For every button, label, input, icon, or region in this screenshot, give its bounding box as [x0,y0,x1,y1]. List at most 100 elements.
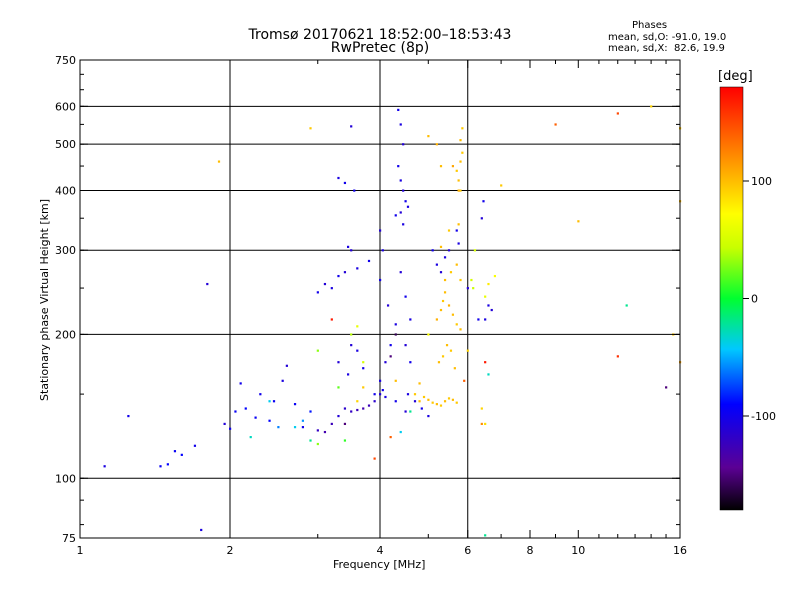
data-point [402,189,405,192]
data-point [337,361,340,364]
data-point [397,108,400,112]
data-point [337,274,340,278]
y-tick-label: 500 [55,138,76,151]
data-point [461,151,464,154]
data-point [455,323,458,326]
data-point [399,179,402,182]
data-point [427,398,430,401]
data-point [457,179,460,182]
data-point [487,373,490,376]
data-point [367,259,371,263]
phases-label: Phases [632,20,668,31]
data-point [451,398,455,401]
data-point [373,457,376,460]
phases-x-stats: mean, sd,X: 82.6, 19.9 [608,43,725,54]
data-point [259,393,262,396]
data-point [457,223,460,226]
data-point [487,304,490,307]
data-point [343,422,347,426]
x-tick-label: 2 [227,544,234,557]
data-point [277,426,280,429]
data-point [418,382,421,385]
data-point [330,287,333,290]
data-point [346,245,350,248]
data-point [457,189,460,192]
chart-title: Tromsø 20170621 18:52:00–18:53:43 [248,27,512,43]
data-point [461,127,464,130]
gridlines [80,60,680,538]
data-point [625,304,628,307]
data-point [394,323,397,326]
data-point [441,299,445,303]
data-point [268,400,271,403]
data-point [577,220,580,223]
data-point [455,229,458,232]
data-point [281,379,284,382]
data-point [229,427,232,430]
data-point [330,318,333,321]
data-point [404,200,407,203]
data-point [346,373,350,376]
data-point [356,349,359,352]
data-point [427,414,430,418]
data-point [437,361,441,364]
scatter-points [103,105,682,537]
data-point [427,135,430,138]
data-point [487,282,490,286]
data-point [443,256,447,259]
data-point [249,435,252,439]
colorbar-label: [deg] [718,69,753,84]
data-point [413,393,417,396]
x-tick-label: 4 [377,544,384,557]
data-point [463,379,466,382]
data-point [356,400,359,403]
data-point [459,139,462,142]
data-point [453,367,456,370]
data-point [379,278,382,282]
data-point [166,463,169,466]
data-point [350,344,353,347]
data-point [484,318,487,321]
data-point [343,271,347,274]
data-point [239,382,242,385]
data-point [439,245,443,248]
data-point [449,349,453,352]
data-point [500,184,503,187]
data-point [466,349,469,352]
data-point [422,395,426,399]
data-point [343,181,347,185]
y-tick-label: 100 [55,472,76,485]
y-axis-label: Stationary phase Virtual Height [km] [38,199,51,401]
data-point [431,401,434,404]
data-point [394,400,397,403]
data-point [217,160,221,163]
data-point [180,453,183,456]
data-point [480,422,483,426]
data-point [293,426,297,429]
data-point [323,282,327,286]
x-tick-label: 8 [527,544,534,557]
data-point [413,400,417,403]
data-point [200,528,203,532]
x-tick-label: 10 [571,544,585,557]
data-point [443,400,447,403]
data-point [399,271,402,274]
data-point [616,112,619,115]
data-point [404,295,407,298]
data-point [399,123,402,126]
colorbar-ticks: 100 0 -100 [743,175,776,423]
data-point [362,386,365,389]
data-point [490,308,493,312]
data-point [330,422,333,426]
data-point [362,361,365,364]
colorbar [719,86,744,511]
data-point [350,333,353,336]
y-tick-label: 300 [55,244,76,257]
data-point [459,328,462,331]
data-point [399,430,402,434]
data-point [616,355,619,358]
data-point [301,426,305,429]
chart-subtitle: RwPretec (8p) [330,40,430,56]
data-point [272,400,276,403]
data-point [484,361,487,364]
